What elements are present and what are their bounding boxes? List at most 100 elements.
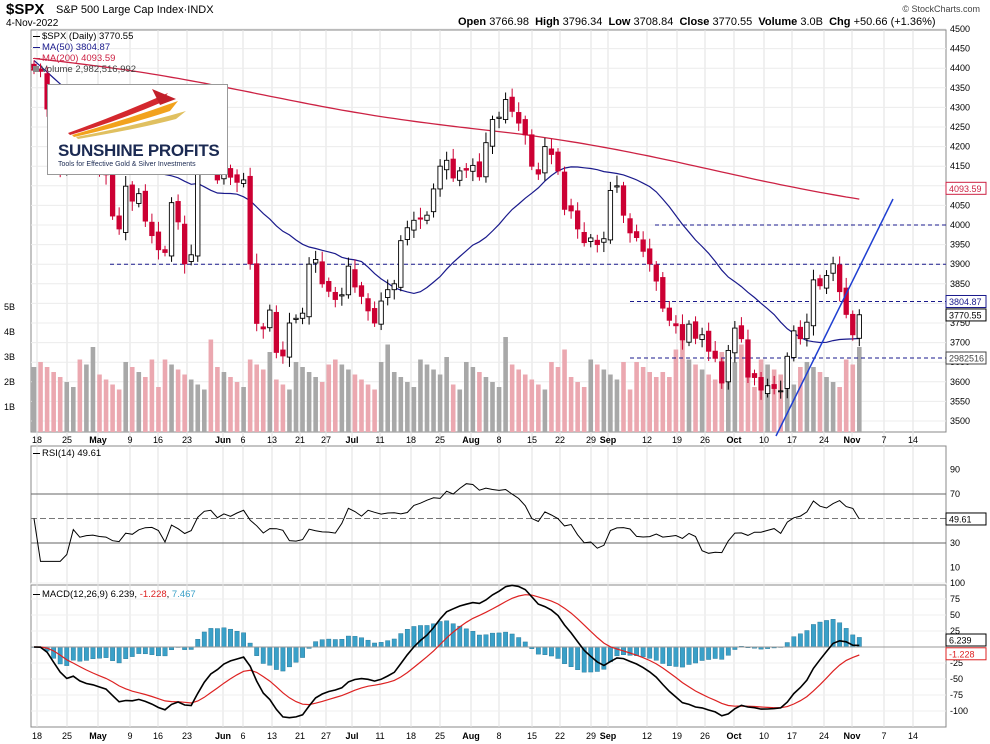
macd-histogram-bar xyxy=(103,646,109,658)
chart-symbol: $SPX xyxy=(6,1,45,18)
macd-histogram-bar xyxy=(64,646,70,666)
volume-bar xyxy=(228,377,233,432)
x-axis-label-top: 18 xyxy=(406,435,416,445)
macd-axis-label: 100 xyxy=(950,578,965,588)
legend-ma50-text: MA(50) 3804.87 xyxy=(42,42,111,53)
candle-body xyxy=(601,238,607,243)
price-axis-label: 3700 xyxy=(950,338,970,348)
volume-bar xyxy=(306,372,312,432)
candle-body xyxy=(850,313,856,336)
macd-histogram-bar xyxy=(804,630,810,648)
volume-bar xyxy=(90,347,96,432)
ma50-value-tag: 3804.87 xyxy=(949,297,982,307)
candle-body xyxy=(673,323,679,327)
volume-bar xyxy=(470,367,476,432)
x-axis-label-top: Jul xyxy=(345,435,358,445)
x-axis-label-bottom: 15 xyxy=(527,731,537,741)
price-axis-label: 4200 xyxy=(950,142,970,152)
candle-body xyxy=(181,223,188,265)
candle-body xyxy=(339,294,345,297)
volume-value: 3.0B xyxy=(800,16,823,28)
candle-body xyxy=(162,249,168,253)
macd-histogram-bar xyxy=(509,633,515,648)
price-axis-label: 3750 xyxy=(950,318,970,328)
volume-bar xyxy=(706,374,711,432)
price-axis-label: 4250 xyxy=(950,122,970,132)
volume-bar xyxy=(660,372,666,432)
volume-bar xyxy=(555,367,561,432)
volume-bar xyxy=(385,344,390,432)
volume-bar xyxy=(77,359,83,432)
candle-body xyxy=(686,323,692,343)
candle-body xyxy=(411,219,417,231)
volume-bar xyxy=(405,382,410,432)
macd-histogram-bar xyxy=(706,646,712,660)
volume-bar xyxy=(398,377,404,432)
volume-bar xyxy=(522,374,528,432)
volume-bar xyxy=(64,382,70,432)
x-axis-label-bottom: Aug xyxy=(462,731,480,741)
x-axis-label-top: 16 xyxy=(153,435,163,445)
x-axis-label-bottom: 29 xyxy=(586,731,596,741)
volume-bar xyxy=(169,364,174,432)
x-axis-label-top: 25 xyxy=(435,435,445,445)
volume-bar xyxy=(313,377,318,432)
x-axis-label-bottom: Sep xyxy=(600,731,617,741)
x-axis-label-bottom: 26 xyxy=(700,731,710,741)
macd-axis-label: 75 xyxy=(950,594,960,604)
macd-histogram-bar xyxy=(51,646,57,659)
candle-body xyxy=(719,361,725,384)
x-axis-label-bottom: Oct xyxy=(726,731,741,741)
macd-histogram-bar xyxy=(457,625,463,648)
price-axis-label: 4400 xyxy=(950,63,970,73)
macd-axis-label: -50 xyxy=(950,674,963,684)
signal-value-tag-box xyxy=(945,647,987,661)
candle-body xyxy=(784,355,790,389)
volume-bar xyxy=(182,374,187,432)
x-axis-label-bottom: 14 xyxy=(908,731,918,741)
volume-bar xyxy=(542,389,548,432)
volume-bar xyxy=(804,362,810,432)
macd-histogram-bar xyxy=(516,637,522,648)
volume-bar xyxy=(84,364,89,432)
macd-histogram-bar xyxy=(535,646,541,655)
volume-bar xyxy=(293,362,299,432)
x-axis-label-top: 26 xyxy=(700,435,710,445)
candle-body xyxy=(358,285,365,297)
candle-body xyxy=(391,283,397,291)
candle-body xyxy=(142,190,148,222)
candle-body xyxy=(280,349,286,357)
candle-body xyxy=(476,161,483,178)
macd-histogram-bar xyxy=(365,639,371,648)
volume-bar xyxy=(509,364,515,432)
candle-body xyxy=(633,231,640,238)
volume-axis-label: 4B xyxy=(4,327,15,337)
x-axis-label-top: 22 xyxy=(555,435,565,445)
volume-bar xyxy=(857,347,862,432)
macd-histogram-bar xyxy=(280,646,286,672)
macd-histogram-bar xyxy=(680,646,685,668)
x-axis-label-top: 9 xyxy=(127,435,132,445)
volume-bar xyxy=(97,374,102,432)
x-axis-label-bottom: 17 xyxy=(787,731,797,741)
x-axis-label-bottom: 22 xyxy=(555,731,565,741)
volume-bar xyxy=(595,364,600,432)
macd-histogram-bar xyxy=(398,633,404,648)
macd-histogram-bar xyxy=(575,646,581,670)
x-axis-label-bottom: 25 xyxy=(62,731,72,741)
candle-body xyxy=(227,168,234,178)
price-axis-label: 4300 xyxy=(950,102,970,112)
macd-histogram-bar xyxy=(712,646,718,659)
rising-trendline xyxy=(775,198,894,437)
x-axis-label-bottom: 10 xyxy=(759,731,769,741)
candle-body xyxy=(109,170,116,217)
macd-histogram-bar xyxy=(372,642,377,648)
macd-histogram-bar xyxy=(725,646,731,656)
price-axis-label: 4500 xyxy=(950,24,970,34)
x-axis-label-top: 19 xyxy=(672,435,682,445)
volume-bar xyxy=(444,357,449,432)
volume-bar xyxy=(791,384,797,432)
macd-value-tag: 6.239 xyxy=(949,636,972,646)
volume-bar xyxy=(175,369,181,432)
ma50-line xyxy=(33,59,860,344)
